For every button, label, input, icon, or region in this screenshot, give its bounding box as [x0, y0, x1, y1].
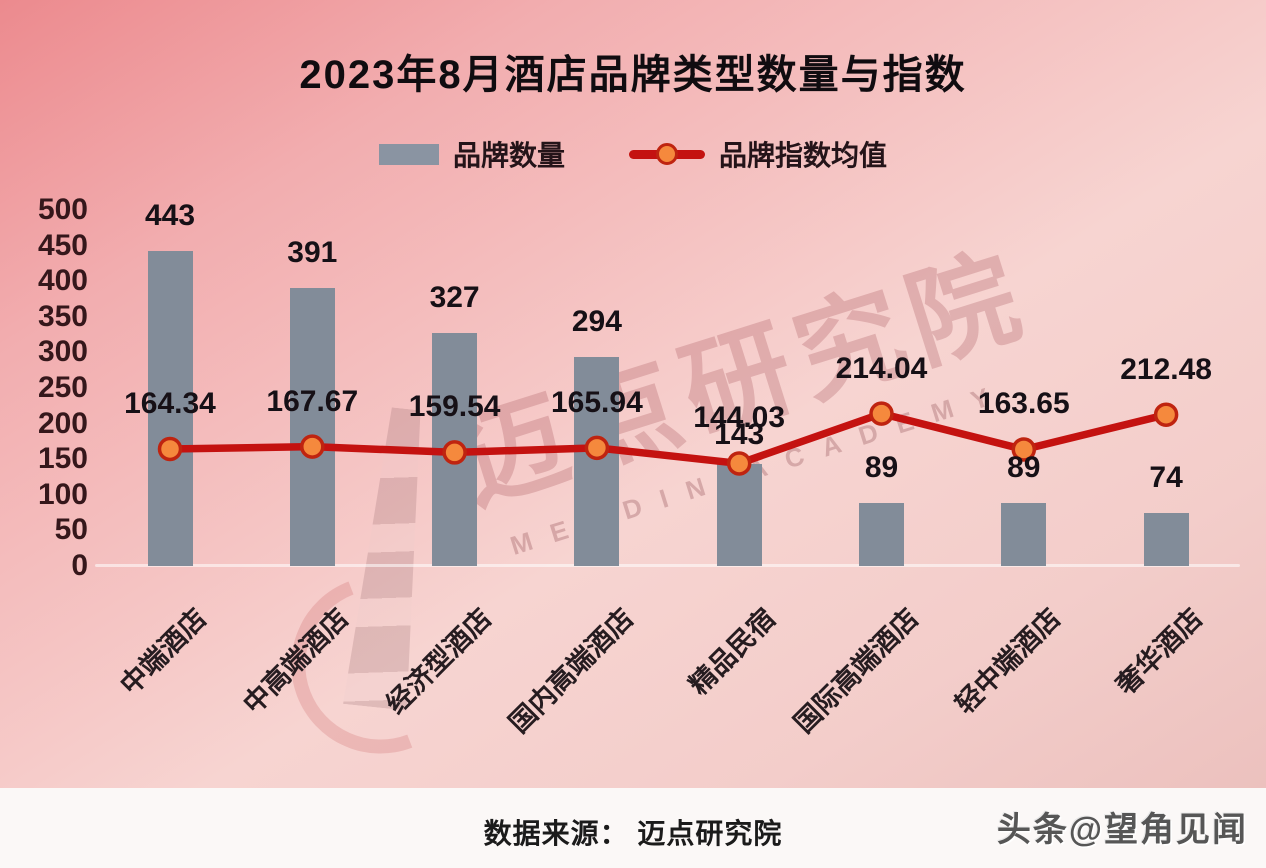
- bar-中高端酒店: [289, 287, 335, 566]
- bar-中端酒店: [147, 250, 193, 566]
- bar-value-label: 391: [287, 235, 338, 269]
- line-value-label: 159.54: [408, 390, 501, 424]
- line-swatch-marker: [656, 143, 678, 165]
- line-value-label: 167.67: [266, 384, 359, 418]
- bar-value-label: 89: [1007, 450, 1041, 484]
- bar-轻中端酒店: [1001, 502, 1047, 566]
- bar-value-label: 89: [864, 450, 899, 484]
- line-value-label: 212.48: [1120, 352, 1212, 386]
- bar-value-label: 143: [714, 418, 765, 452]
- y-tick-label: 300: [37, 335, 88, 369]
- line-value-label: 214.04: [835, 351, 928, 385]
- legend-item-line: 品牌指数均值: [629, 134, 887, 174]
- y-tick-label: 0: [71, 549, 88, 582]
- x-axis-label-奢华酒店: 奢华酒店: [1110, 602, 1209, 701]
- bar-精品民宿: [716, 464, 762, 566]
- x-axis-label-经济型酒店: 经济型酒店: [380, 602, 497, 720]
- line-point: [869, 401, 894, 426]
- bar-value-label: 74: [1149, 461, 1183, 495]
- x-axis-label-国内高端酒店: 国内高端酒店: [503, 602, 640, 739]
- bar-value-label: 443: [144, 198, 196, 232]
- y-tick-label: 100: [37, 477, 88, 511]
- legend-bars-label: 品牌数量: [452, 140, 565, 171]
- bar-value-label: 294: [571, 304, 622, 338]
- x-axis-label-国际高端酒店: 国际高端酒店: [787, 602, 924, 739]
- y-tick-label: 150: [37, 442, 88, 476]
- x-axis-label-中端酒店: 中端酒店: [114, 602, 213, 701]
- bar-奢华酒店: [1143, 513, 1189, 566]
- x-axis-label-轻中端酒店: 轻中端酒店: [949, 602, 1066, 720]
- line-value-label: 165.94: [551, 385, 643, 419]
- y-tick-label: 500: [37, 193, 88, 226]
- x-axis-baseline: [95, 564, 1240, 567]
- bar-value-label: 327: [429, 281, 480, 315]
- y-tick-label: 350: [37, 299, 88, 333]
- line-value-label: 144.03: [693, 401, 786, 435]
- bar-国际高端酒店: [859, 502, 904, 566]
- credit-text: 头条@望角见闻: [996, 811, 1248, 849]
- line-series-swatch-icon: [629, 143, 705, 165]
- chart-legend: 品牌数量 品牌指数均值: [0, 134, 1266, 174]
- y-tick-label: 400: [37, 264, 88, 298]
- line-value-label: 163.65: [977, 387, 1070, 421]
- x-axis-label-精品民宿: 精品民宿: [683, 602, 782, 701]
- y-tick-label: 250: [37, 371, 88, 404]
- bar-series-swatch-icon: [378, 143, 439, 165]
- x-axis-label-中高端酒店: 中高端酒店: [237, 602, 355, 720]
- y-tick-label: 200: [37, 406, 88, 440]
- legend-line-label: 品牌指数均值: [719, 140, 888, 171]
- chart-area: 迈点研究院 MEADIN ACADEMY 2023年8月酒店品牌类型数量与指数 …: [0, 0, 1266, 788]
- page-title: 2023年8月酒店品牌类型数量与指数: [299, 53, 967, 97]
- y-tick-label: 450: [37, 228, 88, 262]
- line-value-label: 164.34: [124, 386, 216, 420]
- footer-bar: 数据来源： 迈点研究院 头条@望角见闻: [0, 788, 1266, 868]
- line-point: [1153, 402, 1179, 427]
- bar-经济型酒店: [432, 333, 478, 566]
- legend-item-bars: 品牌数量: [378, 134, 565, 174]
- y-tick-label: 50: [54, 513, 88, 547]
- data-source-text: 数据来源： 迈点研究院: [483, 818, 783, 849]
